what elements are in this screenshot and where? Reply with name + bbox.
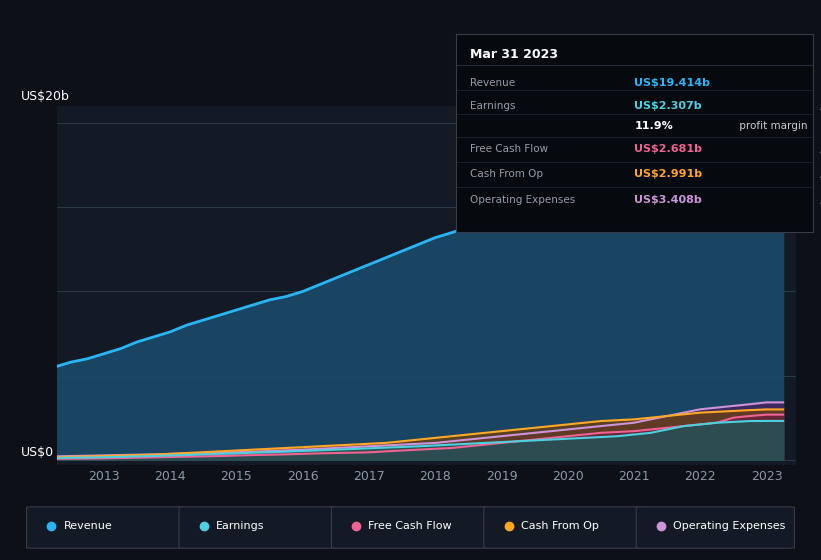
Text: US$2.991b: US$2.991b bbox=[635, 169, 702, 179]
Text: US$2.681b: US$2.681b bbox=[635, 144, 702, 154]
Text: profit margin: profit margin bbox=[736, 121, 808, 131]
Text: /yr: /yr bbox=[818, 101, 821, 111]
Text: US$3.408b: US$3.408b bbox=[635, 194, 702, 204]
FancyBboxPatch shape bbox=[484, 507, 642, 548]
FancyBboxPatch shape bbox=[636, 507, 795, 548]
Text: /yr: /yr bbox=[818, 169, 821, 179]
Text: US$20b: US$20b bbox=[21, 90, 70, 103]
Text: Operating Expenses: Operating Expenses bbox=[673, 521, 786, 531]
Text: US$2.307b: US$2.307b bbox=[635, 101, 702, 111]
Text: Free Cash Flow: Free Cash Flow bbox=[470, 144, 548, 154]
Text: Earnings: Earnings bbox=[470, 101, 516, 111]
Text: Cash From Op: Cash From Op bbox=[521, 521, 599, 531]
Text: US$19.414b: US$19.414b bbox=[635, 78, 710, 88]
Text: /yr: /yr bbox=[818, 194, 821, 204]
Text: Operating Expenses: Operating Expenses bbox=[470, 194, 576, 204]
FancyBboxPatch shape bbox=[26, 507, 185, 548]
Text: 11.9%: 11.9% bbox=[635, 121, 673, 131]
Text: Mar 31 2023: Mar 31 2023 bbox=[470, 48, 558, 60]
FancyBboxPatch shape bbox=[332, 507, 489, 548]
Text: Revenue: Revenue bbox=[470, 78, 515, 88]
Text: Revenue: Revenue bbox=[63, 521, 112, 531]
FancyBboxPatch shape bbox=[179, 507, 337, 548]
Text: Free Cash Flow: Free Cash Flow bbox=[369, 521, 452, 531]
Text: /yr: /yr bbox=[818, 144, 821, 154]
Text: Earnings: Earnings bbox=[216, 521, 264, 531]
Text: Cash From Op: Cash From Op bbox=[470, 169, 543, 179]
Text: US$0: US$0 bbox=[21, 446, 53, 459]
